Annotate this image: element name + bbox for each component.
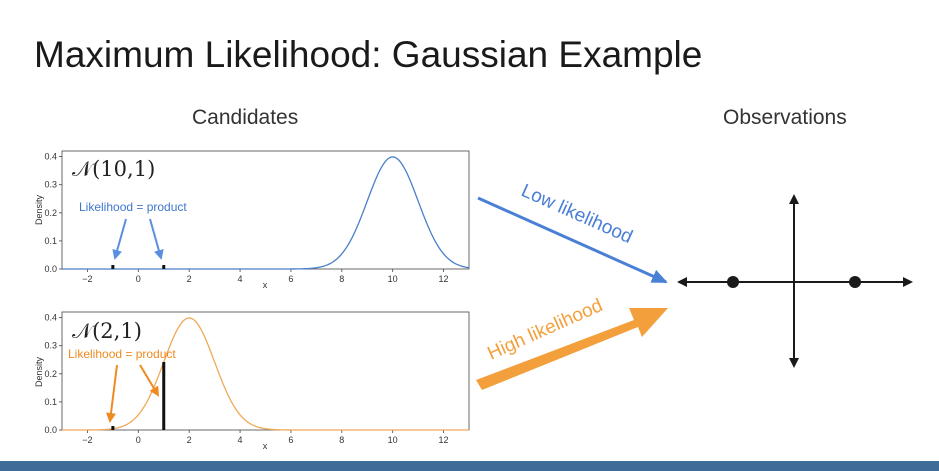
observation-point — [727, 276, 739, 288]
annotation-arrow-left — [106, 364, 118, 423]
plot-frame — [61, 311, 470, 431]
y-ticks: 0.0 0.1 0.2 0.3 0.4 — [44, 313, 62, 435]
y-ticks: 0.0 0.1 0.2 0.3 0.4 — [44, 152, 62, 274]
x-tick-label: 4 — [238, 435, 243, 445]
y-tick-label: 0.1 — [44, 397, 57, 407]
y-tick-label: 0.4 — [44, 152, 57, 162]
x-tick-label: 10 — [388, 274, 398, 284]
bottom-bar — [0, 461, 939, 471]
annotation-arrow-right — [139, 364, 160, 397]
x-tick-label: 12 — [439, 435, 449, 445]
distribution-label: 𝒩(10,1) — [72, 157, 155, 181]
candidates-heading: Candidates — [192, 106, 299, 129]
low-likelihood-arrow: Low likelihood — [477, 180, 668, 284]
low-likelihood-label: Low likelihood — [518, 180, 636, 248]
y-tick-label: 0.0 — [44, 264, 57, 274]
y-tick-label: 0.4 — [44, 313, 57, 323]
x-tick-label: 6 — [288, 435, 293, 445]
y-tick-label: 0.3 — [44, 341, 57, 351]
slide-title: Maximum Likelihood: Gaussian Example — [34, 34, 703, 75]
observation-points — [727, 276, 861, 288]
x-ticks: −2 0 2 4 6 8 10 12 — [82, 269, 449, 284]
x-tick-label: 8 — [339, 274, 344, 284]
density-curve — [62, 317, 469, 431]
likelihood-annotation: Likelihood = product — [79, 200, 187, 214]
x-ticks: −2 0 2 4 6 8 10 12 — [82, 430, 449, 445]
plot-normal-10-1: −2 0 2 4 6 8 10 12 0.0 0.1 0.2 0.3 0.4 x Density 𝒩(… — [34, 150, 470, 290]
y-tick-label: 0.2 — [44, 208, 57, 218]
distribution-label: 𝒩(2,1) — [72, 319, 142, 343]
observations-axes — [677, 194, 913, 368]
high-likelihood-arrow: High likelihood — [476, 295, 668, 390]
y-tick-label: 0.2 — [44, 369, 57, 379]
x-tick-label: 0 — [136, 274, 141, 284]
y-axis-label: Density — [34, 356, 44, 387]
x-tick-label: 2 — [187, 274, 192, 284]
y-tick-label: 0.1 — [44, 236, 57, 246]
x-tick-label: 10 — [388, 435, 398, 445]
observation-point — [849, 276, 861, 288]
annotation-arrow-left — [112, 218, 127, 260]
density-curve — [62, 156, 470, 270]
likelihood-annotation: Likelihood = product — [68, 347, 176, 361]
observations-heading: Observations — [723, 106, 847, 129]
observation-marks — [111, 362, 166, 430]
x-tick-label: 6 — [288, 274, 293, 284]
y-tick-label: 0.3 — [44, 180, 57, 190]
x-tick-label: 0 — [136, 435, 141, 445]
y-axis-label: Density — [34, 194, 44, 225]
x-tick-label: 2 — [187, 435, 192, 445]
x-tick-label: −2 — [82, 274, 92, 284]
high-likelihood-shape — [476, 308, 668, 390]
annotation-arrow-right — [149, 218, 164, 260]
plot-frame — [61, 150, 470, 270]
x-tick-label: 12 — [439, 274, 449, 284]
observation-marks — [111, 265, 166, 269]
x-tick-label: 8 — [339, 435, 344, 445]
low-likelihood-line — [477, 196, 668, 284]
y-tick-label: 0.0 — [44, 425, 57, 435]
x-axis-label: x — [263, 441, 268, 451]
plot-normal-2-1: −2 0 2 4 6 8 10 12 0.0 0.1 0.2 0.3 0.4 x Density 𝒩(… — [34, 311, 470, 451]
x-tick-label: 4 — [238, 274, 243, 284]
x-axis-label: x — [263, 280, 268, 290]
x-tick-label: −2 — [82, 435, 92, 445]
